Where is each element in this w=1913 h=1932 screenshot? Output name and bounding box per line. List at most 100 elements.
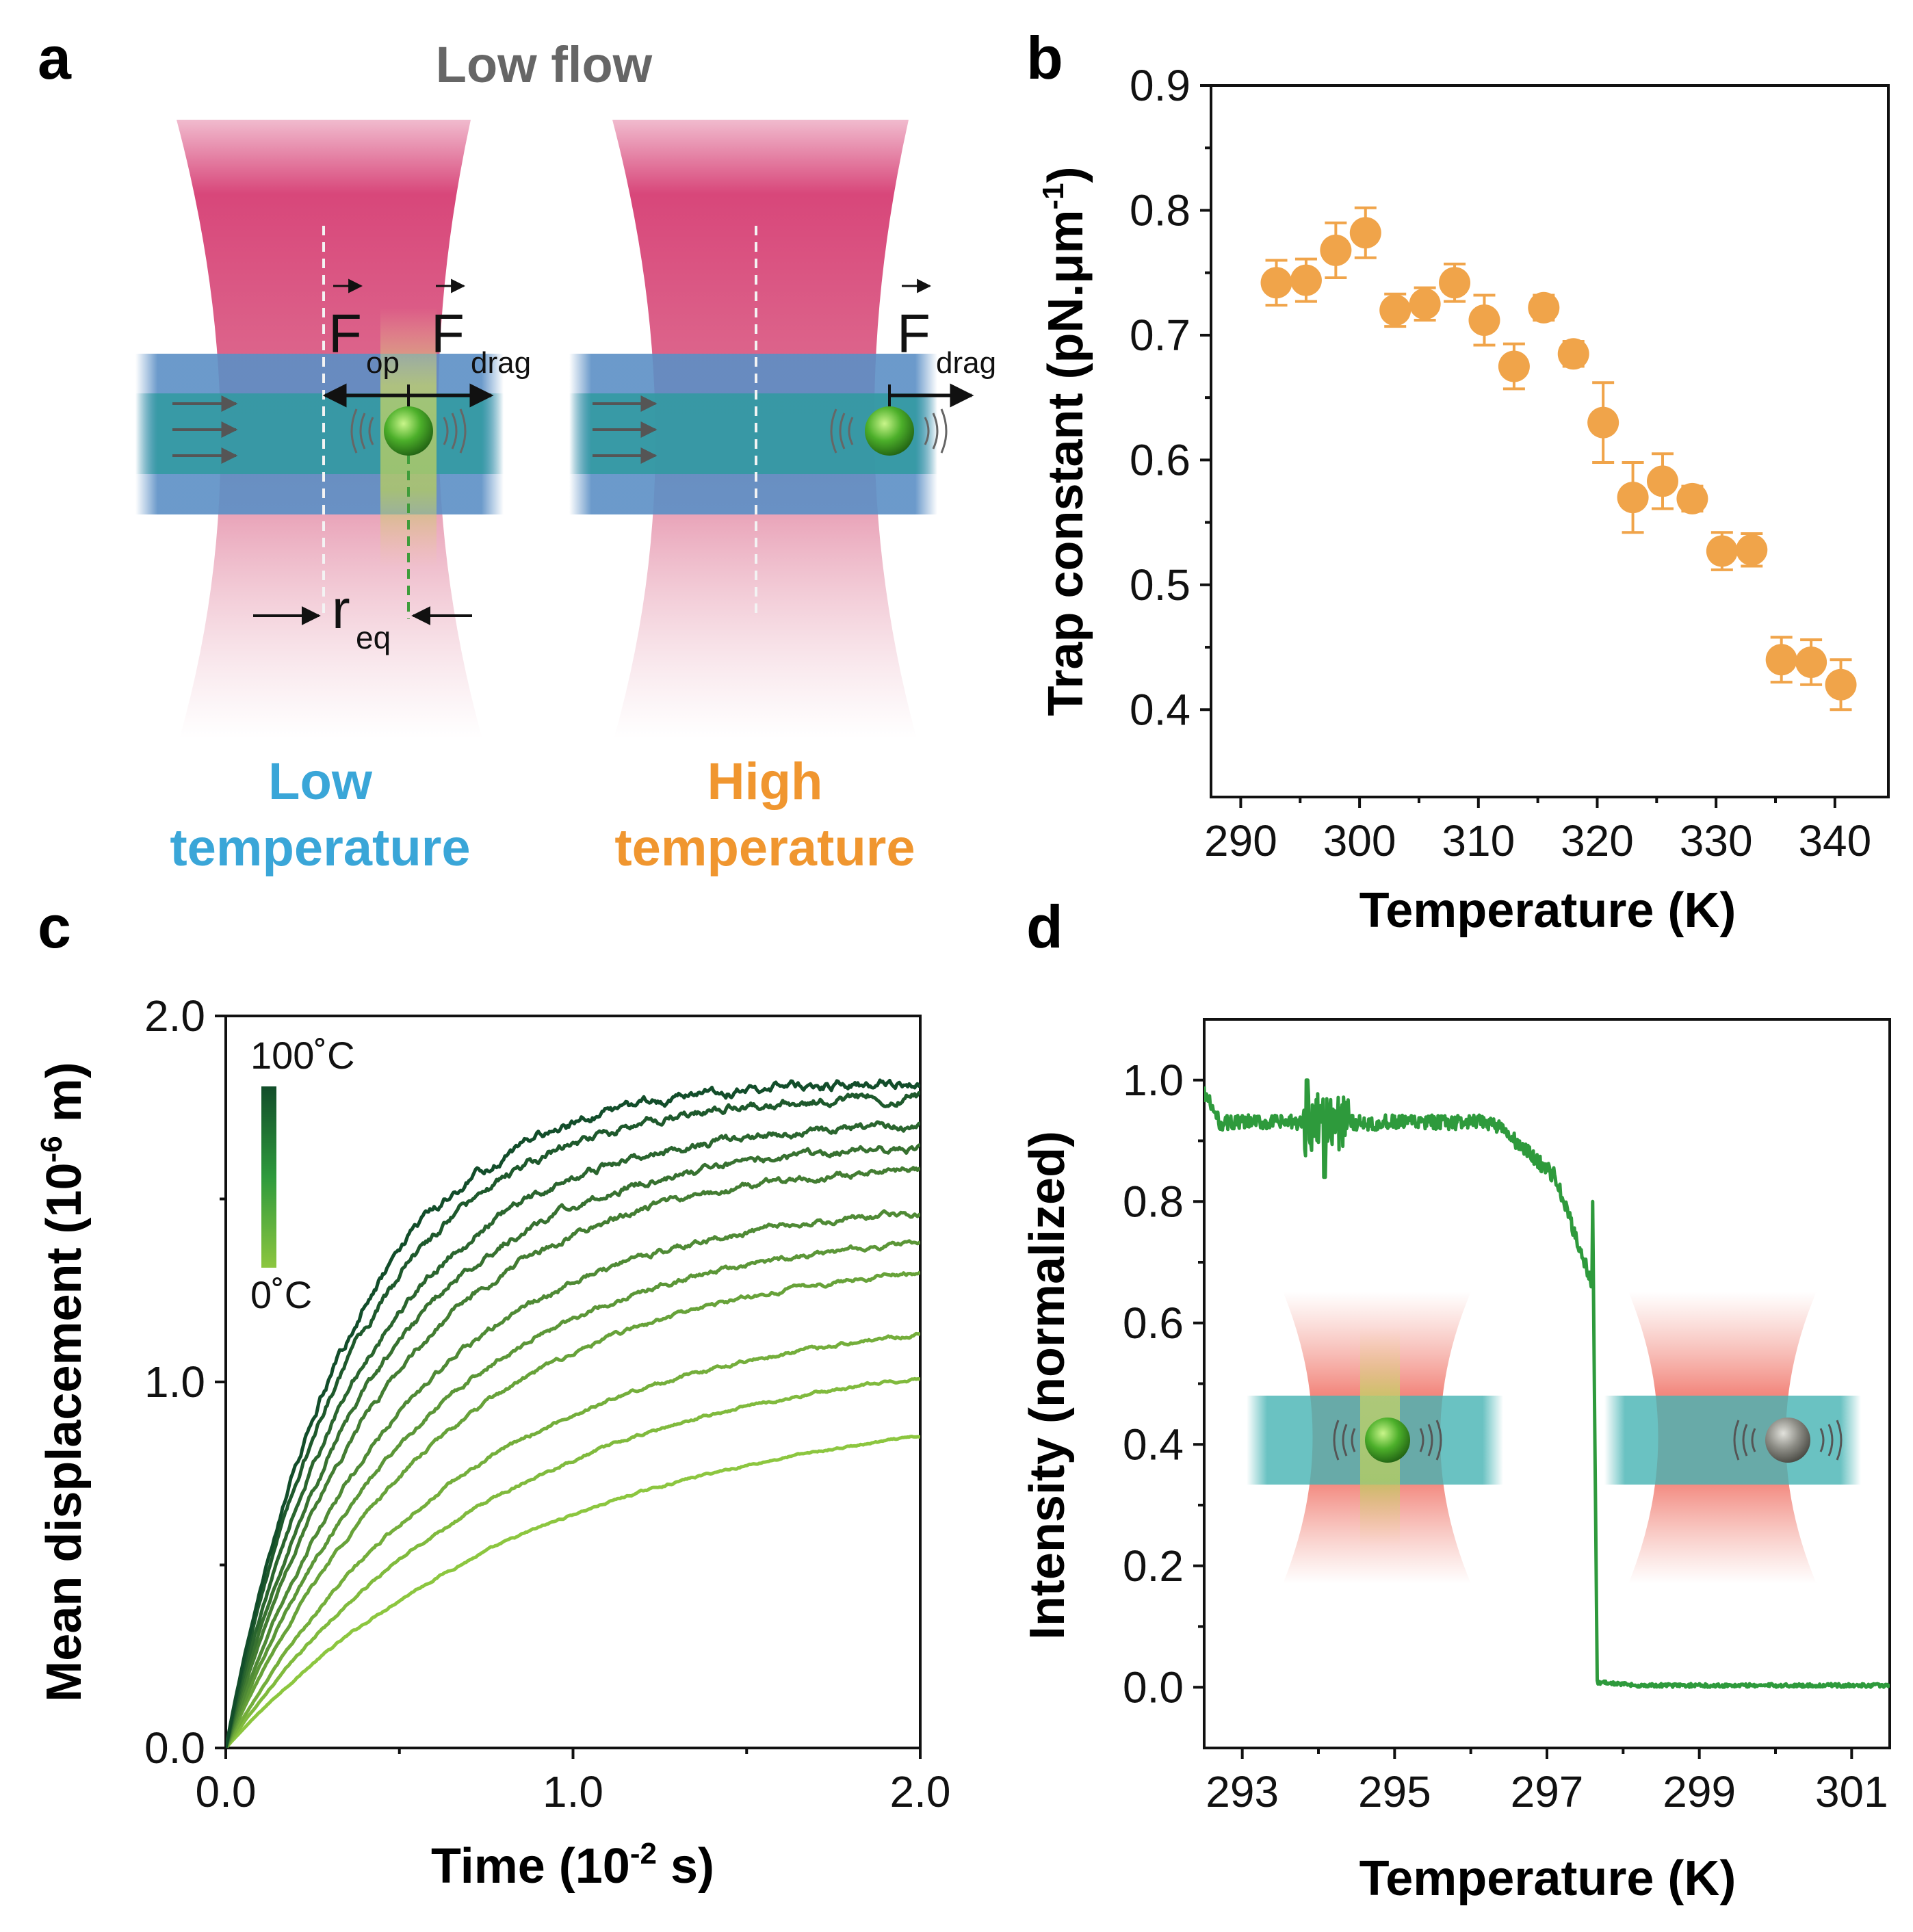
series-line <box>226 1331 920 1748</box>
x-tick-label: 320 <box>1561 816 1634 865</box>
panel-c-data <box>226 1078 920 1748</box>
x-tick-label: 290 <box>1204 816 1277 865</box>
left-caption-line2: temperature <box>170 819 470 877</box>
x-tick-label: 310 <box>1442 816 1515 865</box>
panel-d-xlabel: Temperature (K) <box>1359 1851 1736 1906</box>
left-bead <box>384 406 433 456</box>
panel-c-ylabel: Mean displacement (10-6 m) <box>35 1062 92 1701</box>
x-tick-label: 340 <box>1798 816 1871 865</box>
x-tick-label: 330 <box>1680 816 1753 865</box>
panel-c-frame <box>224 1015 922 1749</box>
y-tick-label: 0.5 <box>1130 560 1190 610</box>
left-flow-core <box>135 393 504 474</box>
flow-arrows-right <box>593 395 658 464</box>
svg-text:F: F <box>328 303 362 364</box>
panel-b-data <box>1260 206 1857 712</box>
data-point <box>1647 465 1678 497</box>
series-line <box>226 1376 920 1748</box>
panel-b-frame <box>1210 84 1890 798</box>
left-bead-vibration <box>350 408 467 454</box>
intensity-trace <box>1204 1078 1890 1689</box>
y-tick-label: 0.2 <box>1123 1541 1184 1591</box>
panel-a-schematic: a Low flow <box>38 24 996 877</box>
x-tick-label: 295 <box>1358 1767 1431 1816</box>
svg-text:op: op <box>366 346 400 380</box>
data-point <box>1587 406 1619 439</box>
y-tick-label: 0.7 <box>1130 311 1190 360</box>
series-line <box>226 1091 920 1748</box>
panel-c-chart: c 0.0 1.0 2.0 0.0 1.0 2.0 100˚C 0˚C Time (10-… <box>35 893 950 1894</box>
force-drag-label-left: F drag <box>431 278 531 380</box>
panel-b-xlabel: Temperature (K) <box>1359 883 1736 938</box>
data-point <box>1825 668 1857 701</box>
x-tick-label: 299 <box>1663 1767 1736 1816</box>
req-label: r eq <box>332 579 391 655</box>
data-point <box>1736 534 1768 566</box>
panel-a-label: a <box>38 24 72 92</box>
data-point <box>1290 264 1322 296</box>
svg-text:r: r <box>332 579 350 640</box>
panel-d-data <box>1204 1078 1890 1689</box>
inset-released-state <box>1604 1292 1861 1584</box>
y-tick-label: 0.6 <box>1123 1298 1184 1348</box>
inset-trapped-state <box>1247 1292 1503 1584</box>
data-point <box>1349 217 1381 249</box>
data-point <box>1795 646 1827 678</box>
x-tick-label: 293 <box>1206 1767 1279 1816</box>
flow-arrows-left <box>172 395 238 464</box>
x-tick-label: 1.0 <box>543 1767 603 1816</box>
series-line <box>226 1078 920 1748</box>
series-line <box>226 1239 920 1748</box>
panel-d-ticks: 293 295 297 299 301 0.0 0.2 0.4 0.6 0.8 1.0 <box>1123 1056 1888 1816</box>
panel-b-chart: b 290 300 310 320 330 340 0.4 0.5 0.6 0.7 0.8 0.9 T… <box>1026 24 1890 938</box>
svg-text:drag: drag <box>936 346 996 380</box>
y-tick-label: 1.0 <box>1123 1056 1184 1105</box>
panel-c-label: c <box>38 893 71 961</box>
right-caption-line1: High <box>707 753 823 811</box>
colorbar-bottom-label: 0˚C <box>250 1273 312 1316</box>
x-tick-label: 2.0 <box>890 1767 951 1816</box>
data-point <box>1528 291 1560 324</box>
series-line <box>226 1120 920 1748</box>
right-bead-vibration <box>830 408 948 454</box>
series-line <box>226 1270 920 1748</box>
x-tick-label: 301 <box>1815 1767 1888 1816</box>
series-line <box>226 1166 920 1748</box>
right-bead <box>865 406 914 456</box>
y-tick-label: 0.4 <box>1130 685 1190 734</box>
data-point <box>1260 267 1292 299</box>
x-tick-label: 297 <box>1511 1767 1584 1816</box>
data-point <box>1557 338 1589 370</box>
force-op-label: F op <box>328 278 400 380</box>
y-tick-label: 2.0 <box>144 991 205 1041</box>
y-tick-label: 0.0 <box>144 1723 205 1773</box>
panel-d-ylabel: Intensity (normalized) <box>1020 1131 1075 1640</box>
panel-b-label: b <box>1026 24 1063 92</box>
left-caption-line1: Low <box>268 753 373 811</box>
temperature-colorbar <box>261 1086 276 1268</box>
panel-c-ticks: 0.0 1.0 2.0 0.0 1.0 2.0 <box>144 991 950 1816</box>
series-line <box>226 1143 920 1748</box>
x-tick-label: 300 <box>1323 816 1396 865</box>
svg-text:eq: eq <box>356 620 391 655</box>
y-tick-label: 0.6 <box>1130 435 1190 484</box>
data-point <box>1439 267 1471 299</box>
panel-b-ylabel: Trap constant (pN.μm-1) <box>1037 166 1093 716</box>
y-tick-label: 0.8 <box>1130 185 1190 235</box>
x-tick-label: 0.0 <box>196 1767 257 1816</box>
colorbar-top-label: 100˚C <box>250 1034 355 1077</box>
y-tick-label: 1.0 <box>144 1357 205 1407</box>
data-point <box>1320 234 1352 266</box>
panel-c-xlabel: Time (10-2 s) <box>431 1837 714 1894</box>
y-tick-label: 0.8 <box>1123 1177 1184 1226</box>
data-point <box>1409 288 1441 320</box>
data-point <box>1765 644 1797 676</box>
series-line <box>226 1209 920 1748</box>
data-point <box>1498 350 1530 382</box>
svg-text:drag: drag <box>471 346 531 380</box>
y-tick-label: 0.4 <box>1123 1420 1184 1469</box>
y-tick-label: 0.9 <box>1130 61 1190 110</box>
data-point <box>1379 294 1411 326</box>
y-tick-label: 0.0 <box>1123 1662 1184 1712</box>
